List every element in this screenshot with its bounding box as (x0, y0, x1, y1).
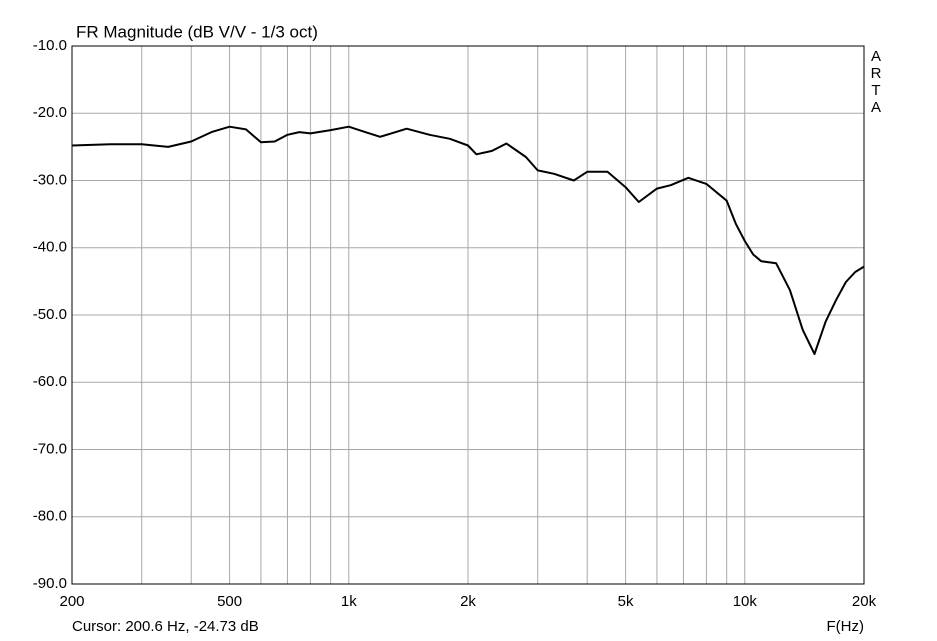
watermark-letter: A (871, 99, 881, 116)
y-tick-label: -30.0 (33, 171, 67, 188)
x-tick-label: 500 (217, 593, 242, 610)
y-tick-label: -60.0 (33, 373, 67, 390)
y-tick-label: -90.0 (33, 575, 67, 592)
y-tick-label: -80.0 (33, 508, 67, 525)
x-tick-label: 200 (59, 593, 84, 610)
y-tick-label: -20.0 (33, 104, 67, 121)
watermark-letter: R (871, 65, 882, 82)
cursor-readout: Cursor: 200.6 Hz, -24.73 dB (72, 618, 259, 635)
y-tick-label: -70.0 (33, 440, 67, 457)
plot-frame (71, 45, 865, 585)
y-tick-label: -10.0 (33, 37, 67, 54)
x-tick-label: 10k (733, 593, 758, 610)
y-tick-label: -50.0 (33, 306, 67, 323)
x-tick-label: 1k (341, 593, 357, 610)
x-tick-label: 20k (852, 593, 877, 610)
x-axis-label: F(Hz) (827, 618, 865, 635)
y-tick-label: -40.0 (33, 239, 67, 256)
chart-title: FR Magnitude (dB V/V - 1/3 oct) (76, 22, 318, 41)
x-tick-label: 5k (618, 593, 634, 610)
x-tick-label: 2k (460, 593, 476, 610)
watermark-letter: A (871, 48, 881, 65)
response-curve (71, 125, 865, 355)
watermark-letter: T (871, 82, 880, 99)
